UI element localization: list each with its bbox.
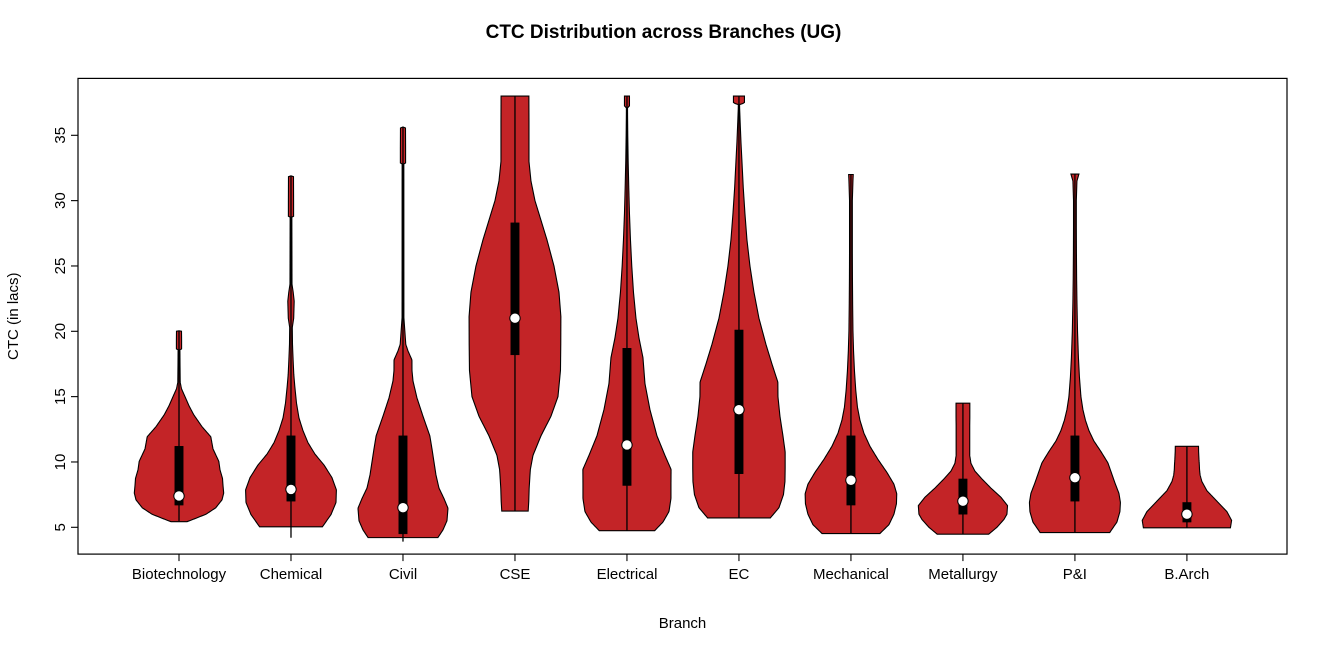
svg-text:30: 30	[52, 192, 69, 209]
svg-text:5: 5	[52, 523, 69, 531]
svg-text:20: 20	[52, 323, 69, 340]
svg-text:Branch: Branch	[659, 615, 707, 632]
svg-text:CTC (in lacs): CTC (in lacs)	[5, 272, 22, 360]
svg-text:10: 10	[52, 454, 69, 471]
svg-text:35: 35	[52, 127, 69, 144]
svg-text:25: 25	[52, 258, 69, 275]
svg-text:15: 15	[52, 388, 69, 405]
